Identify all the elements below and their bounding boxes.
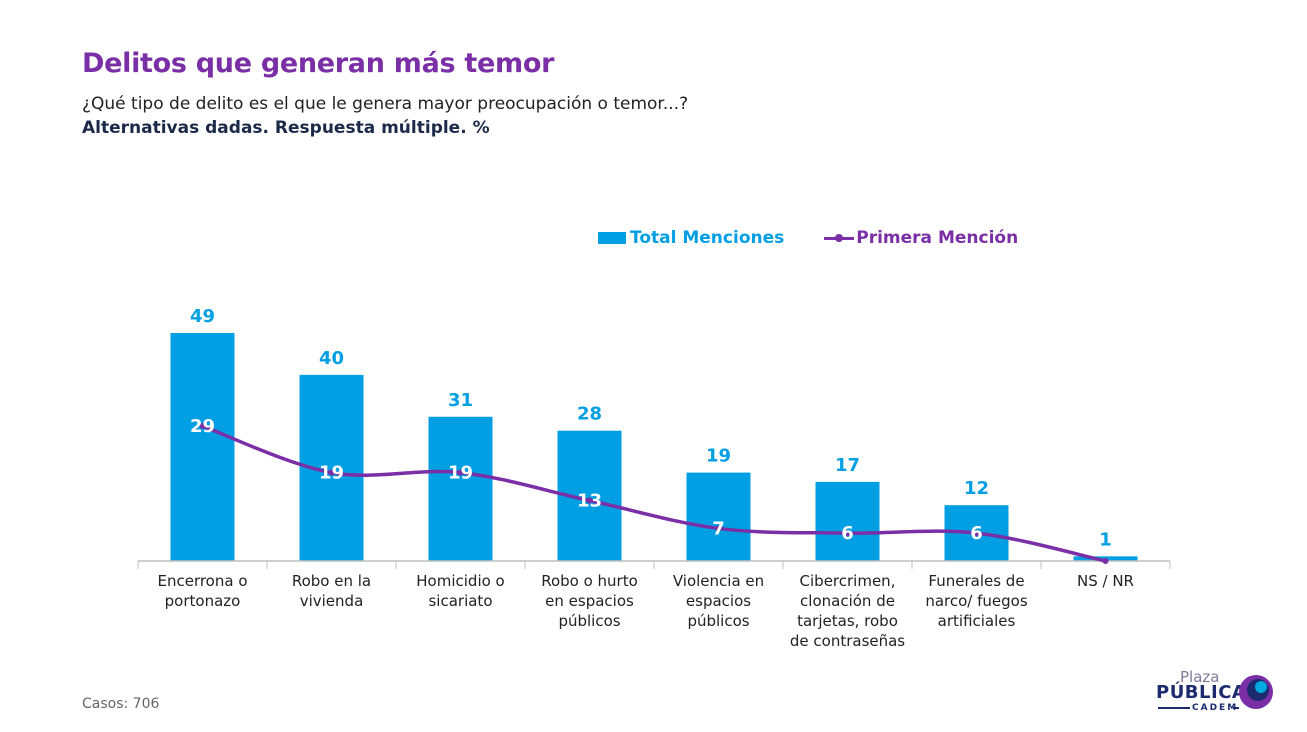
category-label-0: Encerrona o portonazo <box>157 572 247 610</box>
bar-total-2 <box>428 416 493 561</box>
category-label-4: Violencia en espacios públicos <box>673 572 764 630</box>
bar-value-label-5: 17 <box>835 455 860 476</box>
logo-rule <box>1158 707 1190 709</box>
line-primera-mencion <box>200 424 1108 563</box>
category-label-1: Robo en la vivienda <box>292 572 371 610</box>
chart-question: ¿Qué tipo de delito es el que le genera … <box>82 94 689 114</box>
logo-cadem-text: CADEM <box>1192 703 1239 713</box>
line-point-3 <box>586 497 593 504</box>
logo-publica-text: PÚBLICA <box>1156 682 1247 703</box>
line-value-label-0: 29 <box>190 416 215 437</box>
bar-value-label-4: 19 <box>706 446 731 467</box>
line-point-0 <box>199 423 206 430</box>
bar-value-label-2: 31 <box>448 390 473 411</box>
line-value-label-5: 6 <box>841 523 854 544</box>
line-value-label-3: 13 <box>577 491 602 512</box>
chart-legend: Total Menciones Primera Mención <box>598 228 1058 248</box>
line-point-7 <box>1102 558 1109 564</box>
line-value-label-4: 7 <box>712 518 725 539</box>
line-value-label-1: 19 <box>319 463 344 484</box>
logo-plaza-text: Plaza <box>1180 668 1220 686</box>
bar-value-label-6: 12 <box>964 478 989 499</box>
chart-title: Delitos que generan más temor <box>82 48 555 79</box>
line-point-6 <box>973 530 980 537</box>
category-label-2: Homicidio o sicariato <box>416 572 504 610</box>
legend-bar-swatch <box>598 232 626 244</box>
line-value-label-6: 6 <box>970 523 983 544</box>
category-label-5: Cibercrimen, clonación de tarjetas, robo de… <box>790 572 905 650</box>
bar-total-0 <box>170 333 235 561</box>
bar-value-label-7: 1 <box>1099 529 1112 550</box>
legend-item-total: Total Menciones <box>598 228 784 248</box>
legend-bar-label: Total Menciones <box>630 228 785 248</box>
legend-line-label: Primera Mención <box>856 228 1019 248</box>
cases-note: Casos: 706 <box>82 696 160 712</box>
plaza-publica-logo: Plaza PÚBLICA CADEM <box>1150 668 1280 718</box>
line-point-5 <box>844 530 851 537</box>
bar-value-label-0: 49 <box>190 306 215 327</box>
category-label-6: Funerales de narco/ fuegos artificiales <box>925 572 1027 630</box>
line-point-4 <box>715 525 722 532</box>
line-point-1 <box>328 469 335 476</box>
category-label-3: Robo o hurto en espacios públicos <box>541 572 638 630</box>
bar-total-5 <box>815 481 880 561</box>
category-label-7: NS / NR <box>1077 572 1134 590</box>
logo-rule-right <box>1233 707 1239 709</box>
legend-line-swatch <box>824 232 855 244</box>
line-point-2 <box>457 469 464 476</box>
bar-value-label-3: 28 <box>577 404 602 425</box>
logo-swirl-icon <box>1239 675 1273 709</box>
bar-value-label-1: 40 <box>319 348 344 369</box>
legend-item-primera: Primera Mención <box>824 228 1018 248</box>
chart-note: Alternativas dadas. Respuesta múltiple. … <box>82 118 490 138</box>
bar-total-4 <box>686 472 751 561</box>
line-value-label-2: 19 <box>448 463 473 484</box>
